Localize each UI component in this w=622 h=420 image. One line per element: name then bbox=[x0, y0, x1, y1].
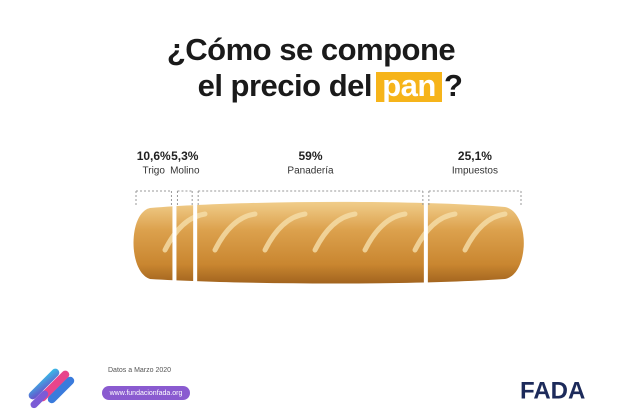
crust-score bbox=[362, 211, 408, 253]
bread-chart: 10,6% Trigo 5,3% Molino 59% Panadería 25,1% Imp… bbox=[133, 149, 524, 290]
loaf bbox=[133, 201, 524, 284]
crust-score bbox=[212, 211, 258, 253]
crust-score bbox=[262, 211, 308, 253]
crust-score bbox=[162, 211, 208, 253]
cut-gap bbox=[193, 200, 198, 290]
crust-score bbox=[462, 211, 508, 253]
cut-gap bbox=[423, 200, 428, 290]
category-label: Trigo bbox=[143, 166, 166, 177]
bread-segment bbox=[174, 201, 196, 284]
title-end: ? bbox=[444, 68, 462, 103]
crust-score bbox=[312, 211, 358, 253]
category-label: Impuestos bbox=[452, 166, 498, 177]
date-note: Datos a Marzo 2020 bbox=[108, 367, 171, 374]
title-highlight bbox=[376, 72, 442, 102]
cut-gap bbox=[172, 200, 177, 290]
logo-left bbox=[28, 368, 75, 409]
category-label: Panadería bbox=[287, 166, 334, 177]
logo-stripe bbox=[28, 368, 60, 400]
title-highlight-word: pan bbox=[382, 68, 436, 103]
brand: FADA bbox=[520, 377, 585, 404]
url[interactable]: www.fundacionfada.org bbox=[109, 390, 183, 397]
value-label: 59% bbox=[298, 149, 322, 163]
category-label: Molino bbox=[170, 166, 200, 177]
title-line-1: ¿Cómo se compone bbox=[167, 32, 456, 67]
crust-score bbox=[412, 211, 458, 253]
value-label: 10,6% bbox=[137, 149, 171, 163]
title-line-2: el precio del bbox=[198, 68, 372, 103]
logo-stripe bbox=[30, 390, 49, 409]
url-pill bbox=[102, 386, 190, 400]
value-label: 25,1% bbox=[458, 149, 492, 163]
value-label: 5,3% bbox=[171, 149, 199, 163]
logo-stripe bbox=[47, 376, 75, 404]
bread-segment bbox=[425, 201, 524, 284]
bread-segment bbox=[194, 201, 427, 284]
